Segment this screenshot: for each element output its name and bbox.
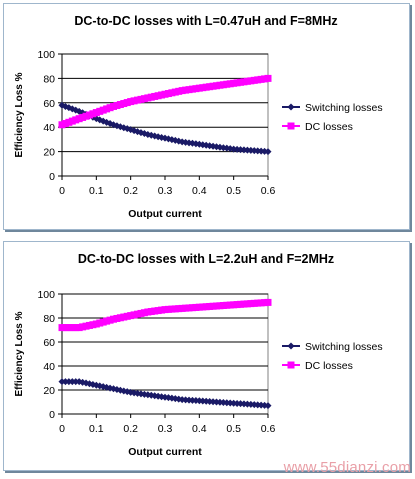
x-tick-label: 0 <box>59 185 65 197</box>
legend-item-switching-losses: Switching losses <box>282 102 383 114</box>
y-tick-label: 80 <box>43 313 55 325</box>
legend-swatch-marker <box>287 103 295 111</box>
series-marker <box>171 395 179 403</box>
y-tick-label: 20 <box>43 147 55 159</box>
x-tick-label: 0.2 <box>123 185 138 197</box>
y-tick-label: 100 <box>37 289 55 301</box>
series-marker <box>120 387 128 395</box>
chart-1-svg: DC-to-DC losses with L=0.47uH and F=8MHz… <box>14 14 383 220</box>
x-tick-label: 0.1 <box>89 185 104 197</box>
chart-panel-1: DC-to-DC losses with L=0.47uH and F=8MHz… <box>3 3 410 230</box>
series-marker <box>161 393 169 401</box>
x-tick-label: 0.6 <box>261 423 276 435</box>
x-tick-label: 0.3 <box>158 185 173 197</box>
series-marker <box>206 398 214 406</box>
series-marker <box>209 398 217 406</box>
series-marker <box>264 298 272 306</box>
legend-item-dc-losses: DC losses <box>282 360 353 372</box>
x-axis-label: Output current <box>128 208 202 220</box>
legend-swatch-marker <box>287 122 295 130</box>
y-tick-label: 20 <box>43 385 55 397</box>
y-tick-label: 0 <box>49 409 55 421</box>
series-switching-losses <box>58 378 272 410</box>
x-tick-label: 0.4 <box>192 185 207 197</box>
legend-label: Switching losses <box>305 341 383 353</box>
series-marker <box>151 392 159 400</box>
x-tick-label: 0.3 <box>158 423 173 435</box>
y-tick-label: 60 <box>43 337 55 349</box>
series-marker <box>264 402 272 410</box>
series-marker <box>254 147 262 155</box>
series-marker <box>264 148 272 156</box>
series-marker <box>92 381 100 389</box>
chart-title: DC-to-DC losses with L=0.47uH and F=8MHz <box>74 14 337 28</box>
y-tick-label: 80 <box>43 73 55 85</box>
x-tick-label: 0.5 <box>226 423 241 435</box>
legend-swatch-marker <box>287 361 295 369</box>
series-marker <box>110 121 117 129</box>
x-tick-label: 0.1 <box>89 423 104 435</box>
series-dc-losses <box>58 74 272 129</box>
y-tick-label: 100 <box>37 49 55 61</box>
series-marker <box>116 123 124 131</box>
series-marker <box>127 126 135 134</box>
series-dc-losses <box>58 298 272 332</box>
series-marker <box>254 401 262 409</box>
x-tick-label: 0 <box>59 423 65 435</box>
legend: Switching losses DC losses <box>282 341 383 372</box>
series-marker <box>264 74 272 82</box>
x-axis-label: Output current <box>128 446 202 458</box>
chart-2-svg: DC-to-DC losses with L=2.2uH and F=2MHz 0… <box>14 252 383 458</box>
series-marker <box>106 384 114 392</box>
y-tick-label: 40 <box>43 361 55 373</box>
y-tick-label: 40 <box>43 122 55 134</box>
legend: Switching losses DC losses <box>282 102 383 133</box>
series-marker <box>113 386 121 394</box>
series-marker <box>85 380 93 388</box>
watermark-text: www.55dianzi.com <box>283 459 411 476</box>
y-axis-label: Efficiency Loss % <box>14 72 25 157</box>
legend-label: DC losses <box>305 121 353 133</box>
legend-label: DC losses <box>305 360 353 372</box>
series-marker <box>123 388 131 396</box>
y-axis-label: Efficiency Loss % <box>14 311 25 396</box>
x-tick-label: 0.2 <box>123 423 138 435</box>
series-marker <box>226 399 234 407</box>
legend-item-dc-losses: DC losses <box>282 121 353 133</box>
chart-panel-2: DC-to-DC losses with L=2.2uH and F=2MHz 0… <box>3 241 410 471</box>
series-marker <box>123 125 131 133</box>
y-tick-label: 0 <box>49 171 55 183</box>
x-tick-label: 0.4 <box>192 423 207 435</box>
legend-item-switching-losses: Switching losses <box>282 341 383 353</box>
legend-label: Switching losses <box>305 102 383 114</box>
legend-swatch-marker <box>287 342 295 350</box>
series-marker <box>99 383 107 391</box>
chart-title: DC-to-DC losses with L=2.2uH and F=2MHz <box>78 252 334 266</box>
series-marker <box>127 388 135 396</box>
series-marker <box>185 396 193 404</box>
x-tick-label: 0.5 <box>226 185 241 197</box>
x-tick-label: 0.6 <box>261 185 276 197</box>
series-marker <box>230 399 238 407</box>
y-tick-label: 60 <box>43 98 55 110</box>
series-marker <box>250 401 258 409</box>
